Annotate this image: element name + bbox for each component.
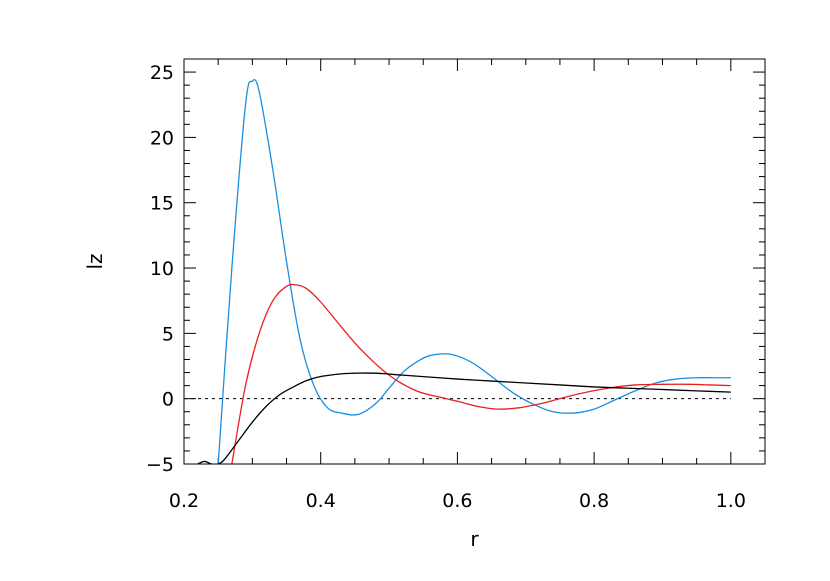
x-tick-label: 0.4 (306, 490, 336, 512)
y-axis-title: lz (83, 253, 107, 269)
x-tick-label: 0.2 (169, 490, 199, 512)
axis-ticks: 0.2 0.4 0.6 0.8 1.0 −5 0 5 10 15 20 25 (146, 58, 766, 512)
y-tick-label: 5 (162, 323, 174, 345)
y-tick-label: −5 (146, 454, 174, 476)
y-tick-label: 20 (150, 127, 174, 149)
series-line-2 (231, 283, 731, 464)
y-tick-label: 15 (150, 193, 174, 215)
y-tick-label: 10 (150, 258, 174, 280)
series-lines (197, 79, 731, 464)
x-tick-label: 0.6 (442, 490, 472, 512)
x-axis-title: r (470, 527, 479, 551)
x-tick-label: 1.0 (716, 490, 746, 512)
y-tick-label: 25 (150, 62, 174, 84)
series-line-3 (197, 372, 731, 464)
series-line-1 (217, 79, 731, 464)
y-tick-label: 0 (162, 389, 174, 411)
plot-frame (183, 58, 766, 465)
x-tick-label: 0.8 (579, 490, 609, 512)
